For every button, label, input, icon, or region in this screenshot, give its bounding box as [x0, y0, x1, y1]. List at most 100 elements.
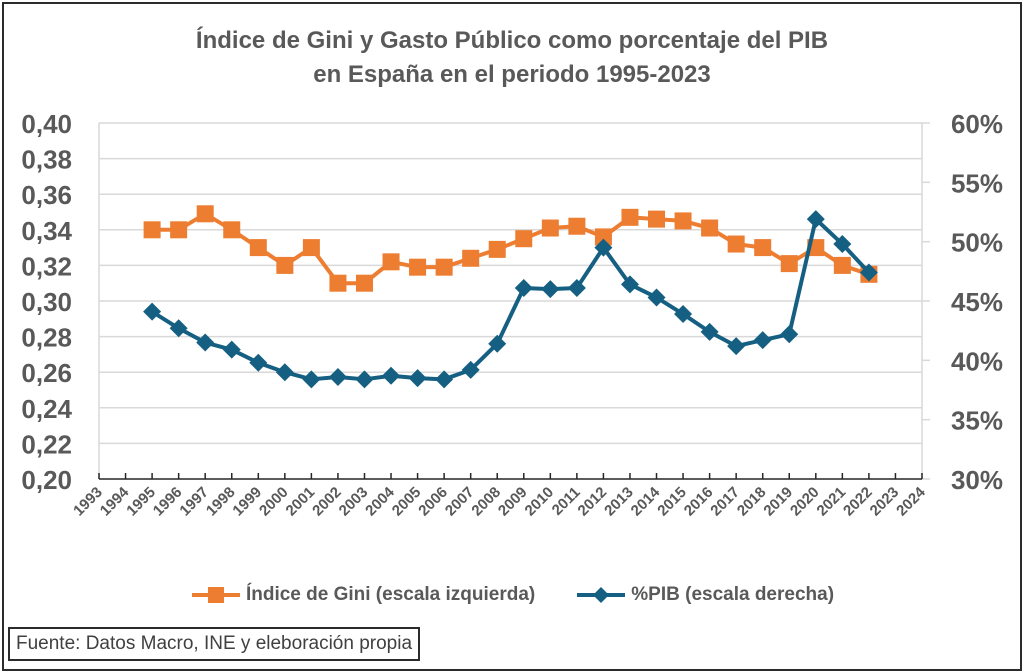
x-tick-label: 1993 — [70, 484, 106, 520]
x-tick-label: 2004 — [362, 483, 398, 519]
legend-label-gini: Índice de Gini (escala izquierda) — [245, 584, 536, 605]
data-point-pib — [302, 370, 321, 389]
data-point-gini — [568, 217, 586, 235]
x-tick-label: 1997 — [176, 484, 212, 520]
x-tick-label: 2017 — [707, 484, 743, 520]
data-point-pib — [594, 238, 613, 257]
y-left-tick-label: 0,24 — [21, 394, 72, 424]
data-point-pib — [727, 337, 746, 356]
y-left-tick-label: 0,26 — [21, 358, 72, 388]
x-tick-label: 2013 — [601, 484, 637, 520]
data-point-pib — [806, 210, 825, 229]
chart-title-line-2: en España en el periodo 1995-2023 — [313, 61, 711, 88]
source-note: Fuente: Datos Macro, INE y eleboración p… — [8, 627, 421, 661]
data-point-gini — [754, 239, 772, 257]
x-tick-label: 2002 — [309, 484, 345, 520]
y-left-tick-label: 0,34 — [21, 216, 72, 246]
data-point-gini — [541, 219, 559, 237]
data-point-gini — [302, 239, 320, 257]
data-point-gini — [355, 274, 373, 292]
x-tick-label: 2015 — [654, 484, 690, 520]
x-tick-label: 2020 — [787, 484, 823, 520]
y-right-tick-label: 55% — [951, 168, 1003, 198]
series-line-gini — [152, 211, 870, 286]
series-line-pib — [151, 217, 871, 382]
data-point-pib — [196, 333, 215, 352]
data-point-pib — [647, 288, 666, 307]
y-left-tick-label: 0,22 — [21, 429, 72, 459]
x-tick-label: 2005 — [389, 484, 425, 520]
x-tick-label: 2024 — [893, 483, 929, 519]
data-point-pib — [355, 370, 374, 389]
data-point-pib — [620, 275, 639, 294]
data-point-pib — [169, 319, 188, 338]
data-point-pib — [833, 235, 852, 254]
y-left-tick-label: 0,38 — [21, 145, 72, 175]
y-right-tick-label: 40% — [951, 346, 1003, 376]
x-tick-label: 1999 — [229, 484, 265, 520]
x-tick-label: 1998 — [203, 484, 239, 520]
y-left-tick-label: 0,28 — [21, 323, 72, 353]
y-left-tick-label: 0,30 — [21, 287, 72, 317]
data-point-pib — [567, 278, 586, 297]
legend: Índice de Gini (escala izquierda) %PIB (… — [0, 584, 1024, 606]
x-tick-label: 2023 — [867, 484, 903, 520]
data-point-pib — [222, 340, 241, 359]
x-tick-label: 1995 — [123, 484, 159, 520]
data-point-pib — [328, 367, 347, 386]
y-left-tick-label: 0,36 — [21, 180, 72, 210]
data-point-gini — [701, 219, 719, 237]
y-left-tick-label: 0,20 — [21, 465, 72, 495]
data-point-pib — [514, 278, 533, 297]
x-tick-label: 2021 — [814, 484, 850, 520]
x-tick-label: 2009 — [495, 484, 531, 520]
data-point-gini — [833, 256, 851, 274]
data-point-pib — [753, 331, 772, 350]
legend-label-pib: %PIB (escala derecha) — [631, 584, 835, 605]
x-tick-label: 2012 — [575, 484, 611, 520]
y-right-tick-label: 35% — [951, 406, 1003, 436]
x-tick-label: 2001 — [283, 484, 319, 520]
x-tick-label: 2007 — [442, 484, 478, 520]
x-tick-label: 2022 — [840, 484, 876, 520]
legend-item-gini[interactable]: Índice de Gini (escala izquierda) — [190, 584, 535, 606]
data-point-gini — [621, 208, 639, 226]
data-point-gini — [488, 240, 506, 258]
data-point-gini — [435, 258, 453, 276]
data-point-pib — [408, 369, 427, 388]
y-right-tick-label: 50% — [951, 228, 1003, 258]
data-point-pib — [275, 363, 294, 382]
data-point-pib — [541, 280, 560, 299]
data-point-pib — [382, 366, 401, 385]
chart-title-line-1: Índice de Gini y Gasto Público como porc… — [195, 27, 829, 54]
x-tick-label: 2014 — [628, 483, 664, 519]
x-tick-label: 2016 — [681, 484, 717, 520]
y-right-tick-label: 30% — [951, 465, 1003, 495]
data-point-gini — [727, 235, 745, 253]
data-point-gini — [276, 256, 294, 274]
data-point-gini — [223, 221, 241, 239]
data-point-gini — [329, 274, 347, 292]
legend-item-pib[interactable]: %PIB (escala derecha) — [575, 584, 834, 606]
y-left-tick-label: 0,40 — [21, 109, 72, 139]
data-point-gini — [648, 210, 666, 228]
x-tick-label: 2011 — [549, 484, 584, 519]
data-point-pib — [700, 322, 719, 341]
x-tick-label: 2000 — [256, 484, 292, 520]
data-point-pib — [249, 353, 268, 372]
data-point-pib — [435, 370, 454, 389]
x-tick-label: 1996 — [150, 484, 186, 520]
legend-square-marker-icon — [191, 587, 240, 603]
data-point-gini — [409, 258, 427, 276]
legend-diamond-marker-icon — [577, 587, 626, 603]
data-point-gini — [196, 205, 214, 223]
data-point-pib — [674, 305, 693, 324]
x-tick-label: 1994 — [97, 483, 133, 519]
data-point-pib — [143, 302, 162, 321]
x-tick-label: 2008 — [468, 484, 504, 520]
data-point-gini — [382, 253, 400, 271]
y-right-tick-label: 45% — [951, 287, 1003, 317]
data-point-gini — [674, 212, 692, 230]
data-point-gini — [462, 249, 480, 267]
data-point-gini — [515, 230, 533, 248]
